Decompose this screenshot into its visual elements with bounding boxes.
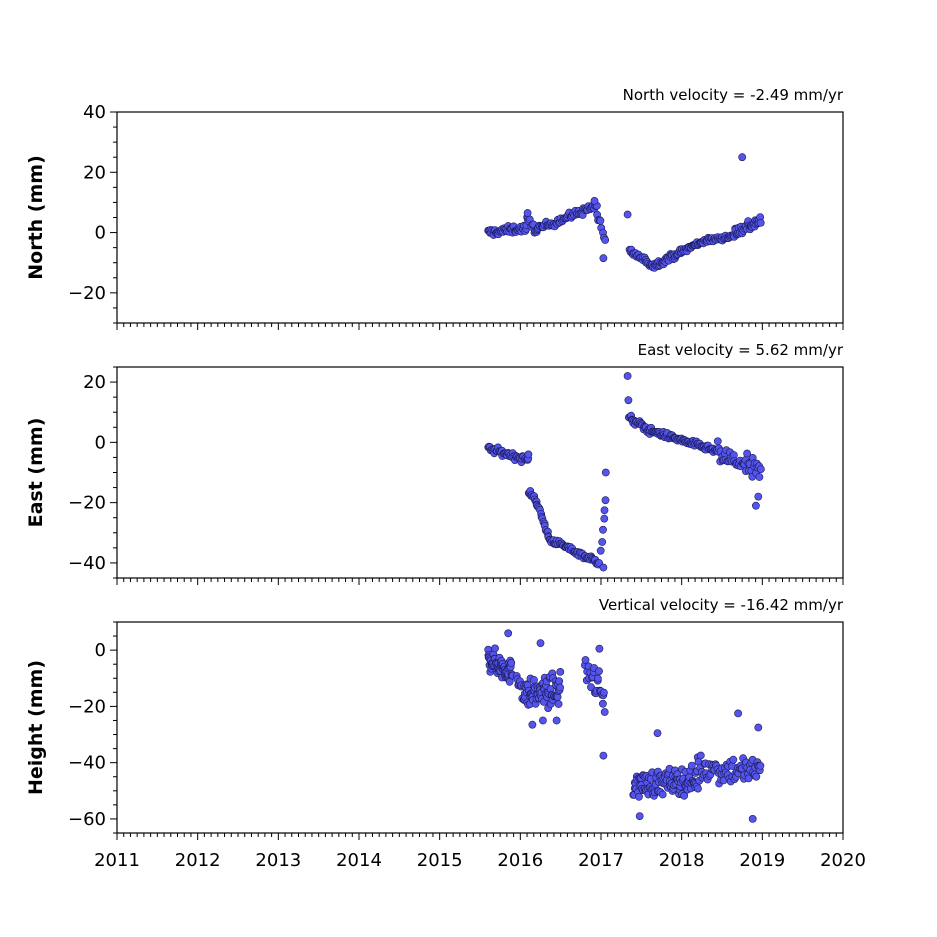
data-point (552, 716, 561, 725)
data-point (694, 784, 702, 793)
data-point (624, 396, 633, 405)
scatter-points (484, 372, 765, 572)
x-tick-label: 2020 (820, 850, 866, 871)
data-point (556, 683, 564, 692)
data-point (595, 667, 603, 676)
data-point (754, 723, 763, 732)
scatter-points (484, 153, 765, 272)
data-point (696, 751, 705, 760)
data-point (594, 674, 602, 683)
data-point (524, 450, 533, 459)
data-point (536, 639, 545, 647)
plot-frame (116, 111, 844, 324)
x-tick-label: 2018 (659, 850, 705, 871)
y-tick-label: −60 (68, 809, 106, 830)
data-point (623, 372, 632, 380)
data-point (756, 218, 765, 227)
data-point (539, 716, 547, 725)
data-point (507, 659, 516, 667)
data-point (599, 699, 607, 708)
data-point (635, 792, 643, 801)
y-axis-label: East (mm) (25, 418, 47, 528)
y-tick-label: 0 (95, 432, 106, 453)
data-point (658, 790, 667, 799)
data-point (523, 209, 532, 217)
data-point (599, 751, 608, 760)
y-axis-label: North (mm) (25, 155, 47, 280)
data-point (556, 668, 565, 676)
data-point (748, 815, 757, 823)
data-point (599, 563, 608, 572)
data-point (752, 772, 761, 781)
y-axis-label: Height (mm) (25, 660, 47, 795)
y-tick-label: 0 (95, 223, 106, 244)
data-point (738, 153, 747, 162)
data-point (600, 688, 608, 697)
data-point (687, 761, 696, 770)
x-tick-label: 2014 (336, 850, 382, 871)
y-tick-label: 20 (83, 162, 106, 183)
panel-title: North velocity = -2.49 mm/yr (623, 86, 844, 104)
data-point (601, 236, 610, 244)
data-point (600, 708, 609, 716)
y-tick-label: −40 (68, 753, 106, 774)
plot-frame (116, 621, 844, 834)
data-point (623, 210, 632, 219)
data-point (491, 644, 499, 653)
data-point (653, 729, 662, 737)
data-point (596, 216, 605, 225)
data-point (680, 791, 689, 800)
data-point (713, 437, 722, 446)
height-panel: Vertical velocity = -16.42 mm/yr Height (… (25, 596, 866, 871)
data-point (734, 709, 742, 718)
panel-title: East velocity = 5.62 mm/yr (638, 341, 844, 359)
x-tick-label: 2017 (578, 850, 624, 871)
data-point (601, 468, 610, 477)
data-point (590, 196, 599, 205)
data-point (554, 700, 563, 708)
data-point (581, 656, 590, 664)
y-tick-label: −20 (68, 696, 106, 717)
y-tick-label: 40 (83, 102, 106, 123)
x-tick-label: 2013 (255, 850, 301, 871)
y-tick-label: 20 (83, 372, 106, 393)
x-tick-label: 2015 (417, 850, 463, 871)
data-point (755, 473, 764, 481)
data-point (756, 761, 765, 770)
data-point (596, 546, 605, 555)
panel-title: Vertical velocity = -16.42 mm/yr (599, 596, 844, 614)
data-point (754, 492, 763, 501)
data-point (587, 683, 595, 692)
x-tick-label: 2016 (497, 850, 543, 871)
y-tick-label: −20 (68, 493, 106, 514)
data-point (635, 812, 644, 820)
data-point (528, 720, 537, 729)
data-point (600, 514, 609, 523)
data-point (598, 538, 607, 546)
north-panel: North velocity = -2.49 mm/yr North (mm) −2… (25, 86, 844, 330)
data-point (743, 449, 751, 458)
data-point (530, 676, 538, 684)
data-point (729, 755, 738, 764)
y-tick-label: −20 (68, 283, 106, 304)
data-point (600, 506, 609, 515)
x-tick-label: 2019 (739, 850, 785, 871)
scatter-points (484, 629, 765, 823)
data-point (504, 629, 513, 638)
data-point (599, 254, 608, 263)
data-point (752, 501, 760, 510)
x-tick-label: 2011 (94, 850, 140, 871)
x-tick-label: 2012 (175, 850, 221, 871)
data-point (757, 465, 765, 473)
y-tick-label: −40 (68, 553, 106, 574)
data-point (601, 496, 610, 505)
plot-frame (116, 366, 844, 579)
data-point (595, 644, 604, 653)
data-point (599, 525, 607, 534)
east-panel: East velocity = 5.62 mm/yr East (mm) −40 −2… (25, 341, 844, 585)
y-tick-label: 0 (95, 640, 106, 661)
